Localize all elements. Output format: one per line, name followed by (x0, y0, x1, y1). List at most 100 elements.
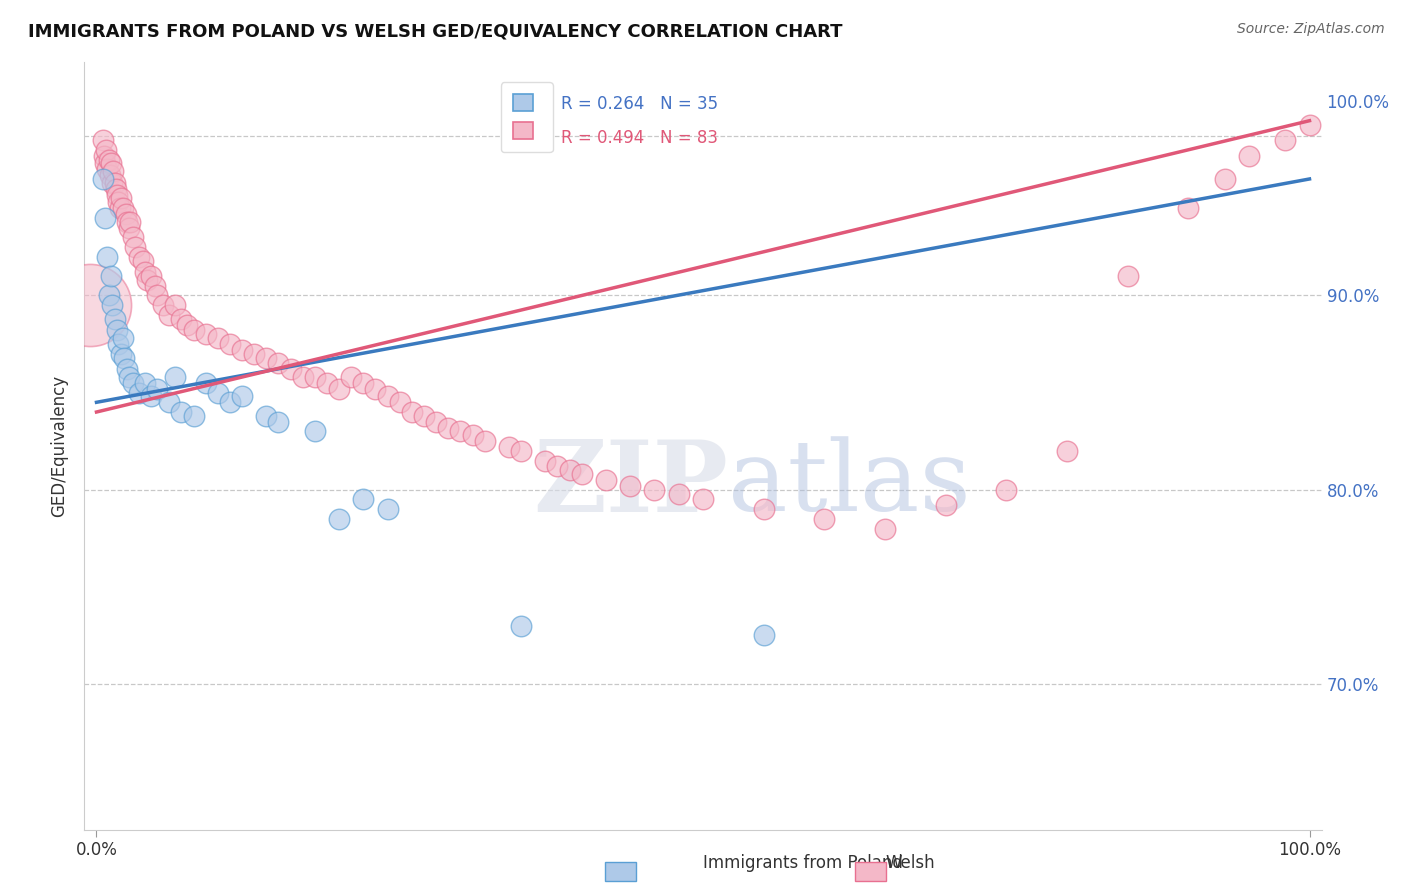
Point (449, 425, 471, 439)
Point (79, 298, 101, 312)
Point (219, 395, 242, 409)
Point (136, 273, 159, 287)
Point (304, 370, 326, 384)
Point (231, 343, 253, 357)
Point (425, 415, 447, 429)
Text: atlas: atlas (728, 436, 970, 533)
Point (1237, 149, 1260, 163)
Point (94, 156, 117, 170)
Point (254, 351, 277, 365)
Point (152, 298, 174, 312)
Point (105, 323, 128, 337)
Point (328, 382, 350, 396)
Point (316, 376, 339, 390)
Point (571, 467, 593, 482)
Point (139, 389, 162, 403)
Point (1298, 118, 1320, 132)
Point (510, 618, 533, 632)
Point (170, 405, 193, 419)
Point (413, 409, 436, 423)
Point (231, 389, 253, 403)
Point (97, 288, 120, 302)
Point (498, 440, 520, 454)
Point (995, 483, 1018, 497)
Point (219, 337, 242, 351)
Point (124, 240, 146, 254)
Point (1056, 443, 1078, 458)
Point (94, 211, 117, 225)
Point (534, 453, 557, 467)
Point (1213, 172, 1236, 186)
Point (96, 250, 118, 264)
Point (98, 168, 121, 182)
Text: R = 0.264   N = 35: R = 0.264 N = 35 (561, 95, 718, 113)
Point (101, 298, 124, 312)
Point (115, 215, 138, 229)
Point (170, 311, 193, 326)
Text: Source: ZipAtlas.com: Source: ZipAtlas.com (1237, 22, 1385, 37)
Point (157, 395, 180, 409)
Point (115, 362, 138, 376)
Point (104, 182, 127, 196)
Point (110, 347, 132, 361)
Point (935, 498, 957, 512)
Text: Immigrants from Poland: Immigrants from Poland (703, 855, 903, 872)
Point (103, 164, 125, 178)
Point (558, 463, 581, 477)
Point (207, 331, 229, 345)
Point (112, 331, 135, 345)
Point (388, 395, 411, 409)
Text: R = 0.494   N = 83: R = 0.494 N = 83 (561, 129, 717, 147)
Point (112, 201, 135, 215)
Point (1116, 268, 1139, 283)
Point (100, 268, 122, 283)
Point (165, 370, 187, 384)
Point (643, 483, 665, 497)
Point (194, 327, 217, 342)
Point (1274, 133, 1296, 147)
Point (254, 409, 277, 423)
Point (128, 385, 150, 400)
Point (120, 215, 142, 229)
Text: IMMIGRANTS FROM POLAND VS WELSH GED/EQUIVALENCY CORRELATION CHART: IMMIGRANTS FROM POLAND VS WELSH GED/EQUI… (28, 22, 842, 40)
Point (176, 318, 198, 332)
Text: ZIP: ZIP (533, 436, 728, 533)
Point (1177, 201, 1199, 215)
Point (93, 149, 115, 163)
Point (243, 347, 266, 361)
Point (139, 268, 162, 283)
Point (104, 311, 127, 326)
Point (668, 486, 690, 500)
Point (291, 370, 314, 384)
Point (474, 434, 496, 449)
Point (267, 356, 290, 370)
Point (377, 502, 399, 516)
Point (546, 459, 568, 474)
Point (134, 376, 156, 390)
Point (304, 425, 326, 439)
Point (110, 191, 132, 205)
Point (752, 502, 775, 516)
Point (107, 337, 129, 351)
Point (108, 201, 131, 215)
Point (873, 522, 896, 536)
Point (114, 207, 136, 221)
Point (619, 479, 641, 493)
Point (752, 628, 775, 642)
Point (118, 370, 141, 384)
Point (595, 473, 617, 487)
Point (100, 156, 122, 170)
Point (692, 492, 714, 507)
Point (165, 298, 187, 312)
Point (91, 172, 114, 186)
Point (146, 288, 169, 302)
Point (131, 253, 153, 268)
Point (143, 278, 166, 293)
Point (352, 492, 374, 507)
Point (183, 409, 205, 423)
Point (364, 382, 387, 396)
Point (112, 351, 135, 365)
Point (101, 176, 124, 190)
Point (96, 143, 118, 157)
Point (401, 405, 423, 419)
